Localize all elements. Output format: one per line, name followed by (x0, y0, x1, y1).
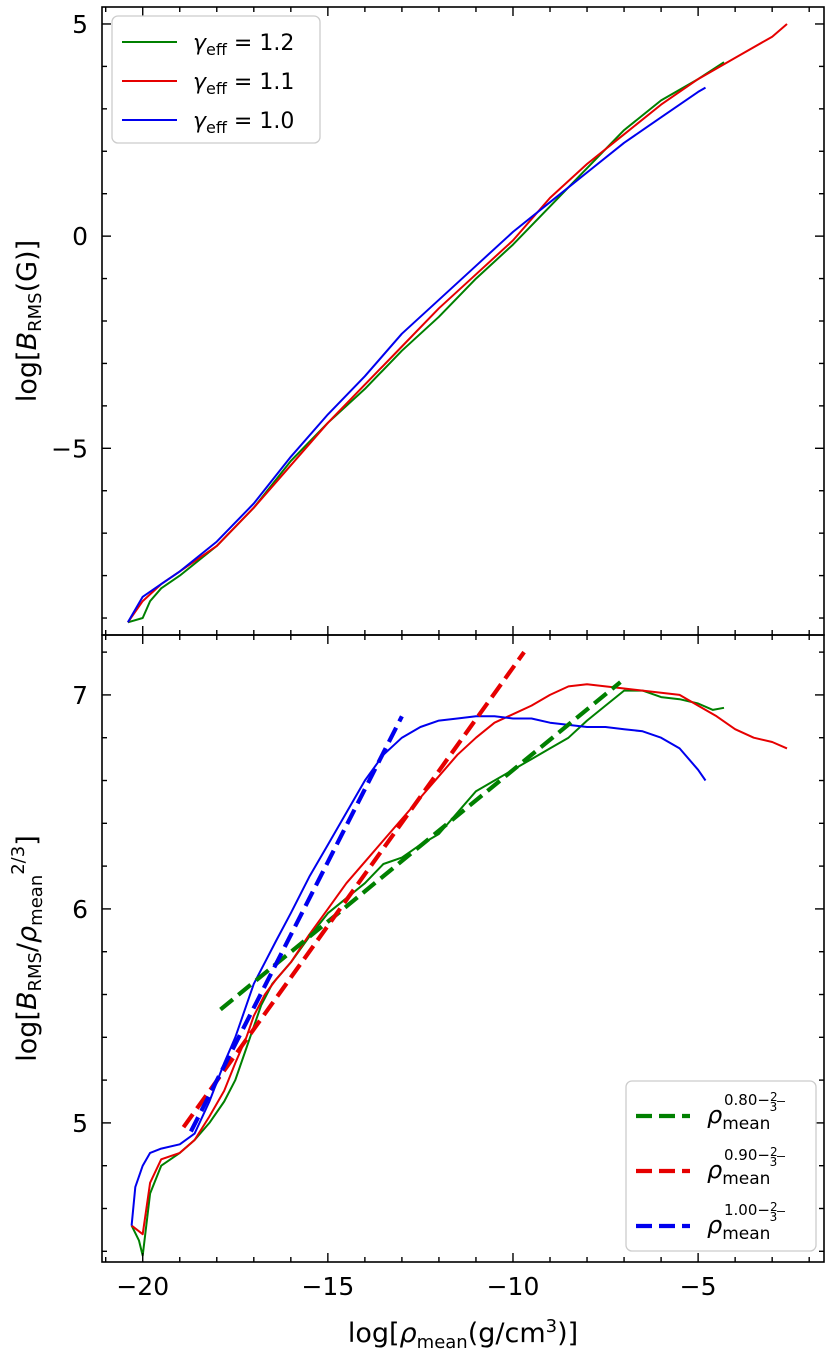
fit-line-bottom-4 (181, 650, 526, 1129)
x-tick-label: −20 (116, 1272, 169, 1301)
axes-frame (101, 6, 825, 1263)
y-tick-label: 0 (72, 222, 88, 251)
x-axis-label: log[ρmean(g/cm3)] (348, 1316, 578, 1353)
legend-bottom: ρmean0.80−2 3 ρmean0.90−2 3 ρmean1.00−2 3 (625, 1080, 817, 1252)
series-line-bottom-2 (130, 715, 707, 1226)
legend-top-box (111, 15, 321, 144)
series-line-top-0 (127, 61, 725, 624)
series-line-top-1 (127, 23, 788, 623)
bottom-plot-area (130, 650, 788, 1257)
x-tick-label: −5 (680, 1272, 717, 1301)
x-tick-label: −15 (301, 1272, 354, 1301)
y-axis-label-bottom: log[BRMS/ρmean2/3] (8, 835, 47, 1062)
fit-line-bottom-3 (219, 680, 622, 1012)
top-plot-area (127, 23, 788, 624)
y-tick-label: 7 (72, 681, 88, 710)
fit-line-bottom-5 (189, 715, 404, 1133)
x-tick-label: −10 (487, 1272, 540, 1301)
y-tick-label: 6 (72, 895, 88, 924)
legend-top: γeff = 1.2 γeff = 1.1 γeff = 1.0 (111, 15, 321, 144)
y-axis-label-top: log[BRMS(G)] (12, 240, 46, 402)
series-line-top-2 (127, 86, 707, 623)
legend-top-label-2: γeff = 1.0 (193, 109, 294, 137)
legend-bottom-label-2: ρmean1.00−2 3 (707, 1200, 778, 1244)
legend-top-label-0: γeff = 1.2 (193, 31, 294, 59)
legend-top-label-1: γeff = 1.1 (193, 70, 294, 98)
y-tick-label: 5 (72, 1109, 88, 1138)
y-tick-label: 5 (72, 10, 88, 39)
legend-bottom-label-0: ρmean0.80−2 3 (707, 1090, 778, 1134)
y-tick-label: −5 (51, 434, 88, 463)
legend-bottom-box (625, 1080, 817, 1252)
series-line-bottom-0 (130, 689, 725, 1257)
axis-labels: −20 −15 −10 −5 5 0 −5 7 6 5 log[BRMS(G)] log[BRMS/ρ… (8, 10, 717, 1353)
bottom-axes-frame (101, 634, 825, 1263)
legend-bottom-label-1: ρmean0.90−2 3 (707, 1145, 778, 1189)
